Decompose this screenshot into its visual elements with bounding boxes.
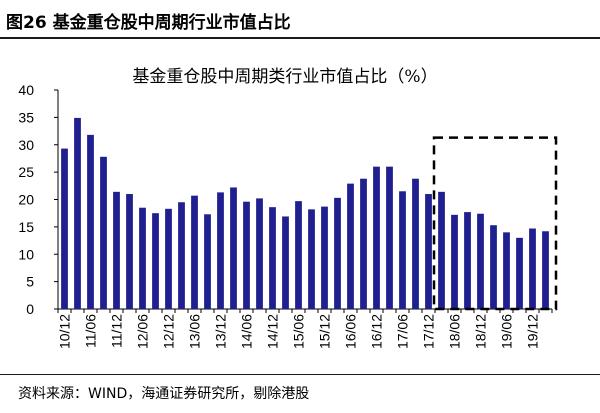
- bar-series: [61, 117, 549, 309]
- x-tick-label: 19/06: [499, 314, 515, 349]
- chart-title: 基金重仓股中周期类行业市值占比（%）: [132, 67, 437, 87]
- figure-footer: 资料来源：WIND，海通证券研究所，剔除港股: [0, 374, 600, 413]
- y-tick-label: 35: [18, 109, 34, 125]
- bar: [74, 117, 81, 309]
- bar: [61, 148, 68, 309]
- header-rule: [0, 37, 600, 39]
- x-tick-label: 14/06: [239, 314, 255, 349]
- bar: [425, 194, 432, 309]
- bar: [503, 232, 510, 309]
- x-tick-label: 15/12: [317, 314, 333, 349]
- bar: [477, 213, 484, 309]
- highlight-box: [432, 136, 558, 311]
- bar: [464, 212, 471, 309]
- bar: [87, 134, 94, 309]
- bar: [204, 214, 211, 309]
- x-axis: 10/12 11/06 11/12 12/06 12/12 13/06 13/12 14/06…: [57, 308, 553, 349]
- x-tick-label: 13/06: [187, 314, 203, 349]
- bar: [126, 194, 133, 309]
- bar: [113, 191, 120, 309]
- bar: [399, 191, 406, 309]
- y-tick-label: 30: [18, 137, 34, 153]
- bar: [386, 166, 393, 309]
- bar: [295, 201, 302, 309]
- bar: [191, 195, 198, 309]
- bar: [178, 202, 185, 309]
- bar: [516, 237, 523, 309]
- bar: [308, 209, 315, 309]
- x-tick-label: 16/06: [343, 314, 359, 349]
- y-tick-label: 40: [18, 82, 34, 98]
- bar: [373, 166, 380, 309]
- y-tick-label: 15: [18, 219, 34, 235]
- figure-title: 图26 基金重仓股中周期行业市值占比: [6, 13, 291, 33]
- x-tick-label: 17/06: [395, 314, 411, 349]
- bar: [542, 231, 549, 309]
- y-tick-label: 5: [26, 274, 34, 290]
- x-tick-label: 10/12: [57, 314, 73, 349]
- x-tick-label: 17/12: [421, 314, 437, 349]
- x-tick-label: 15/06: [291, 314, 307, 349]
- y-tick-label: 20: [18, 192, 34, 208]
- x-tick-label: 14/12: [265, 314, 281, 349]
- bar: [490, 225, 497, 309]
- y-tick-label: 25: [18, 164, 34, 180]
- bar: [243, 201, 250, 309]
- x-tick-label: 16/12: [369, 314, 385, 349]
- y-tick-label: 0: [26, 301, 34, 317]
- x-tick-label: 13/12: [213, 314, 229, 349]
- bar: [282, 216, 289, 309]
- annotations: [432, 136, 558, 311]
- footer-rule: [0, 374, 600, 375]
- x-tick-label: 18/12: [473, 314, 489, 349]
- source-note: 资料来源：WIND，海通证券研究所，剔除港股: [18, 386, 310, 402]
- bar: [100, 156, 107, 309]
- x-tick-label: 12/12: [161, 314, 177, 349]
- x-tick-label: 12/06: [135, 314, 151, 349]
- x-tick-label: 11/06: [83, 314, 99, 348]
- bar-chart: 基金重仓股中周期类行业市值占比（%） 0 5 10 15 20 25 30 35 40 10/1…: [18, 67, 558, 349]
- bar: [256, 198, 263, 309]
- bar: [217, 192, 224, 309]
- bar: [152, 213, 159, 309]
- x-tick-label: 18/06: [447, 314, 463, 349]
- bar: [334, 197, 341, 309]
- bar: [412, 178, 419, 309]
- bar: [360, 178, 367, 309]
- bar: [139, 207, 146, 309]
- bar: [165, 208, 172, 309]
- bar: [438, 191, 445, 309]
- bar: [230, 187, 237, 309]
- y-axis: 0 5 10 15 20 25 30 35 40: [18, 82, 59, 317]
- bar: [529, 228, 536, 309]
- bar: [451, 214, 458, 309]
- bar: [321, 206, 328, 309]
- x-tick-label: 19/12: [525, 314, 541, 349]
- bar: [347, 183, 354, 309]
- x-tick-label: 11/12: [109, 314, 125, 348]
- y-tick-label: 10: [18, 246, 34, 262]
- bar: [269, 207, 276, 309]
- figure-header: 图26 基金重仓股中周期行业市值占比: [0, 0, 600, 39]
